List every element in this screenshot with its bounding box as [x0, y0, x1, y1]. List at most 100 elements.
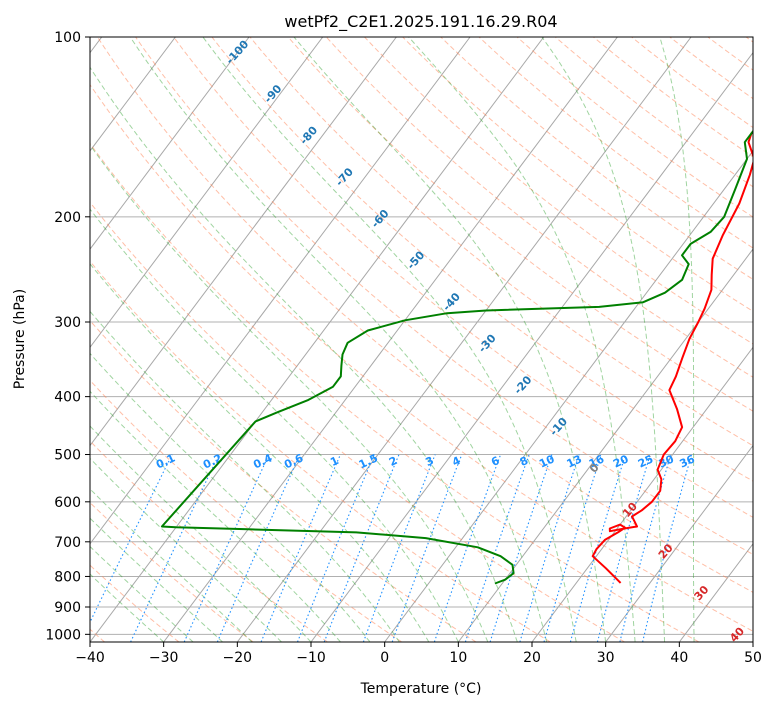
isotherm-line — [90, 37, 250, 250]
isotherm-line — [90, 37, 176, 152]
y-tick-label: 700 — [54, 535, 81, 551]
dry-adiabat-line — [90, 501, 254, 642]
mixing-ratio-label: 2 — [387, 454, 399, 469]
mixing-ratio-line — [543, 454, 602, 642]
mixing-ratio-line — [362, 454, 436, 642]
isotherm-line — [605, 444, 753, 642]
dry-adiabat-label: -10 — [547, 415, 570, 439]
mixing-ratio-label: 36 — [677, 452, 697, 470]
profile-series — [160, 129, 753, 585]
y-tick-label: 200 — [54, 210, 81, 226]
moist-adiabat-line — [408, 37, 636, 642]
x-tick-label: 50 — [744, 650, 762, 666]
moist-adiabat-line — [659, 37, 695, 642]
moist-adiabat-line — [90, 144, 489, 642]
dry-adiabat-line — [90, 83, 753, 632]
background-lines — [90, 37, 753, 642]
x-tick-label: −20 — [223, 650, 253, 666]
isotherm-line — [90, 37, 324, 349]
mixing-ratio-line — [323, 454, 400, 642]
y-tick-label: 600 — [54, 495, 81, 511]
mixing-ratio-line — [296, 454, 375, 642]
mixing-ratio-line — [216, 454, 301, 642]
y-tick-label: 400 — [54, 390, 81, 406]
y-axis-ticks: 100 200 300 400 500 600 700 800 900 1000 — [45, 30, 90, 643]
dry-adiabat-line — [90, 142, 700, 642]
dry-adiabat-line — [135, 37, 753, 556]
dry-adiabat-line — [249, 37, 753, 447]
moist-adiabat-line — [90, 263, 430, 642]
y-tick-label: 1000 — [45, 627, 81, 643]
dry-adiabat-label: -20 — [511, 373, 534, 397]
moist-adiabat-line — [90, 517, 223, 642]
isotherm-line — [90, 37, 397, 447]
isotherm-line — [90, 37, 545, 642]
dry-adiabat-line — [287, 37, 753, 412]
mixing-ratio-label: 1 — [328, 454, 340, 469]
mixing-ratio-label: 4 — [450, 454, 463, 469]
moist-adiabat-line — [541, 37, 666, 642]
moist-adiabat-line — [129, 37, 548, 642]
mixing-ratio-line — [519, 454, 580, 642]
dry-adiabat-line — [707, 37, 753, 71]
y-tick-label: 300 — [54, 315, 81, 331]
moist-adiabat-line — [90, 310, 400, 642]
mixing-ratio-label: 25 — [636, 452, 655, 470]
dry-adiabat-line — [90, 319, 477, 642]
moist-adiabat-line — [202, 37, 577, 642]
plot-frame — [89, 36, 754, 643]
dry-adiabat-label: -90 — [262, 82, 285, 106]
x-axis-ticks: −40 −30 −20 −10 0 10 20 30 40 50 — [75, 642, 762, 666]
isotherm-line — [457, 248, 753, 642]
dry-adiabat-label: 20 — [656, 541, 676, 561]
y-tick-label: 800 — [54, 569, 81, 585]
dry-adiabat-line — [90, 260, 551, 642]
dry-adiabat-line — [325, 37, 753, 378]
isotherm-line — [531, 346, 753, 642]
mixing-ratio-line — [130, 454, 220, 642]
dry-adiabat-label: -60 — [369, 207, 392, 231]
mixing-ratio-label: 30 — [657, 452, 677, 470]
y-tick-label: 100 — [54, 30, 81, 46]
moist-adiabat-line — [293, 37, 607, 642]
mixing-ratio-line — [260, 454, 341, 642]
mixing-ratio-label: 10 — [537, 452, 557, 470]
moist-adiabat-line — [90, 457, 282, 642]
y-tick-label: 900 — [54, 600, 81, 616]
isotherm-line — [752, 641, 753, 642]
dry-adiabat-line — [96, 37, 753, 593]
dry-adiabat-label: -100 — [223, 38, 251, 67]
mixing-ratio-line — [569, 454, 627, 642]
isotherm-line — [236, 37, 692, 642]
mixing-ratio-label: 13 — [565, 452, 584, 470]
x-tick-label: 40 — [670, 650, 688, 666]
temperature-profile-line — [591, 131, 753, 584]
isotherm-line — [384, 150, 753, 642]
mixing-ratio-line — [433, 454, 502, 642]
dry-adiabat-line — [745, 37, 753, 43]
dry-adiabat-line — [364, 37, 753, 345]
moist-adiabat-line — [90, 66, 518, 642]
mixing-ratio-label: 16 — [587, 452, 607, 470]
mixing-ratio-line — [489, 454, 553, 642]
mixing-ratio-label: 3 — [423, 454, 435, 469]
mixing-ratio-line — [391, 454, 463, 642]
mixing-ratio-line — [464, 454, 530, 642]
moist-adiabat-line — [90, 425, 312, 642]
chart-title: wetPf2_C2E1.2025.191.16.29.R04 — [284, 12, 557, 32]
x-tick-label: 20 — [523, 650, 541, 666]
moist-adiabat-line — [90, 545, 194, 642]
dry-adiabat-line — [516, 37, 753, 218]
y-axis-label: Pressure (hPa) — [12, 289, 28, 389]
dry-adiabat-line — [90, 440, 328, 642]
moist-adiabat-line — [90, 208, 459, 642]
mixing-ratio-line — [90, 454, 173, 624]
isotherm-line — [310, 51, 753, 642]
mixing-ratio-line — [596, 454, 651, 642]
x-tick-label: −40 — [75, 650, 105, 666]
x-tick-label: 10 — [449, 650, 467, 666]
dry-adiabat-label: -70 — [333, 165, 356, 189]
x-axis-label: Temperature (°C) — [360, 681, 482, 697]
dry-adiabat-line — [90, 201, 625, 642]
